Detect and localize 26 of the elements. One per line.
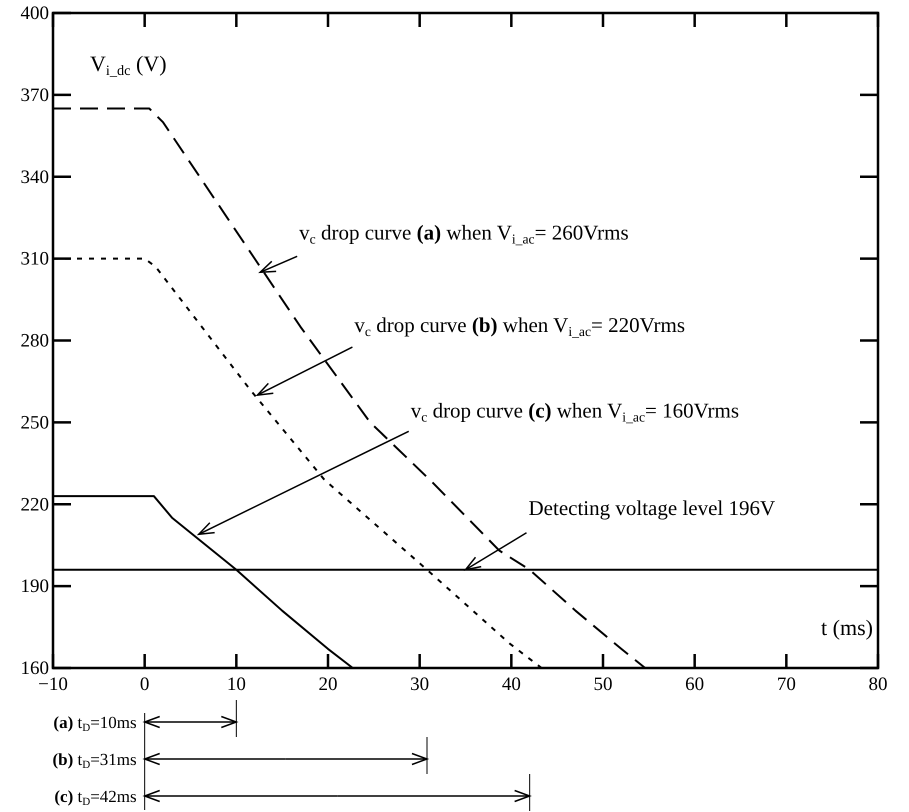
y-tick-label: 190 — [20, 576, 49, 598]
annotation: v$_{c}$ drop curve (a) when V$_{i_ac}$= 260Vrms — [299, 220, 629, 246]
x-tick-label: 40 — [502, 674, 521, 695]
y-tick-label: 220 — [20, 494, 49, 516]
x-axis-title: t (ms) — [821, 615, 873, 640]
x-tick-label: 60 — [685, 674, 704, 695]
x-tick-label: 70 — [776, 674, 796, 695]
x-tick-label: 30 — [410, 674, 430, 695]
text: (c) t$_{D}$=42ms — [54, 787, 137, 808]
y-tick-label: 340 — [20, 166, 49, 188]
x-tick-label: 10 — [226, 674, 246, 695]
y-tick-label: 400 — [20, 3, 49, 24]
text: (b) t$_{D}$=31ms — [52, 750, 137, 771]
y-tick-label: 310 — [20, 248, 49, 270]
y-tick-label: 370 — [20, 84, 49, 106]
x-tick-label: 80 — [868, 674, 888, 695]
y-axis-title: V$_{i_dc}$ (V) — [90, 51, 167, 78]
x-tick-label: 0 — [140, 674, 150, 695]
x-tick-label: 50 — [594, 674, 612, 695]
annotation: v$_{c}$ drop curve (b) when V$_{i_ac}$= 220Vrms — [354, 313, 686, 339]
y-tick-label: 250 — [20, 412, 49, 434]
text: (a) t$_{D}$=10ms — [53, 713, 137, 734]
annotation: v$_{c}$ drop curve (c) when V$_{i_ac}$= 160Vrms — [410, 398, 740, 424]
annotation: Detecting voltage level 196V — [528, 496, 776, 520]
y-tick-label: 280 — [20, 330, 49, 352]
x-tick-label: 20 — [318, 674, 338, 695]
